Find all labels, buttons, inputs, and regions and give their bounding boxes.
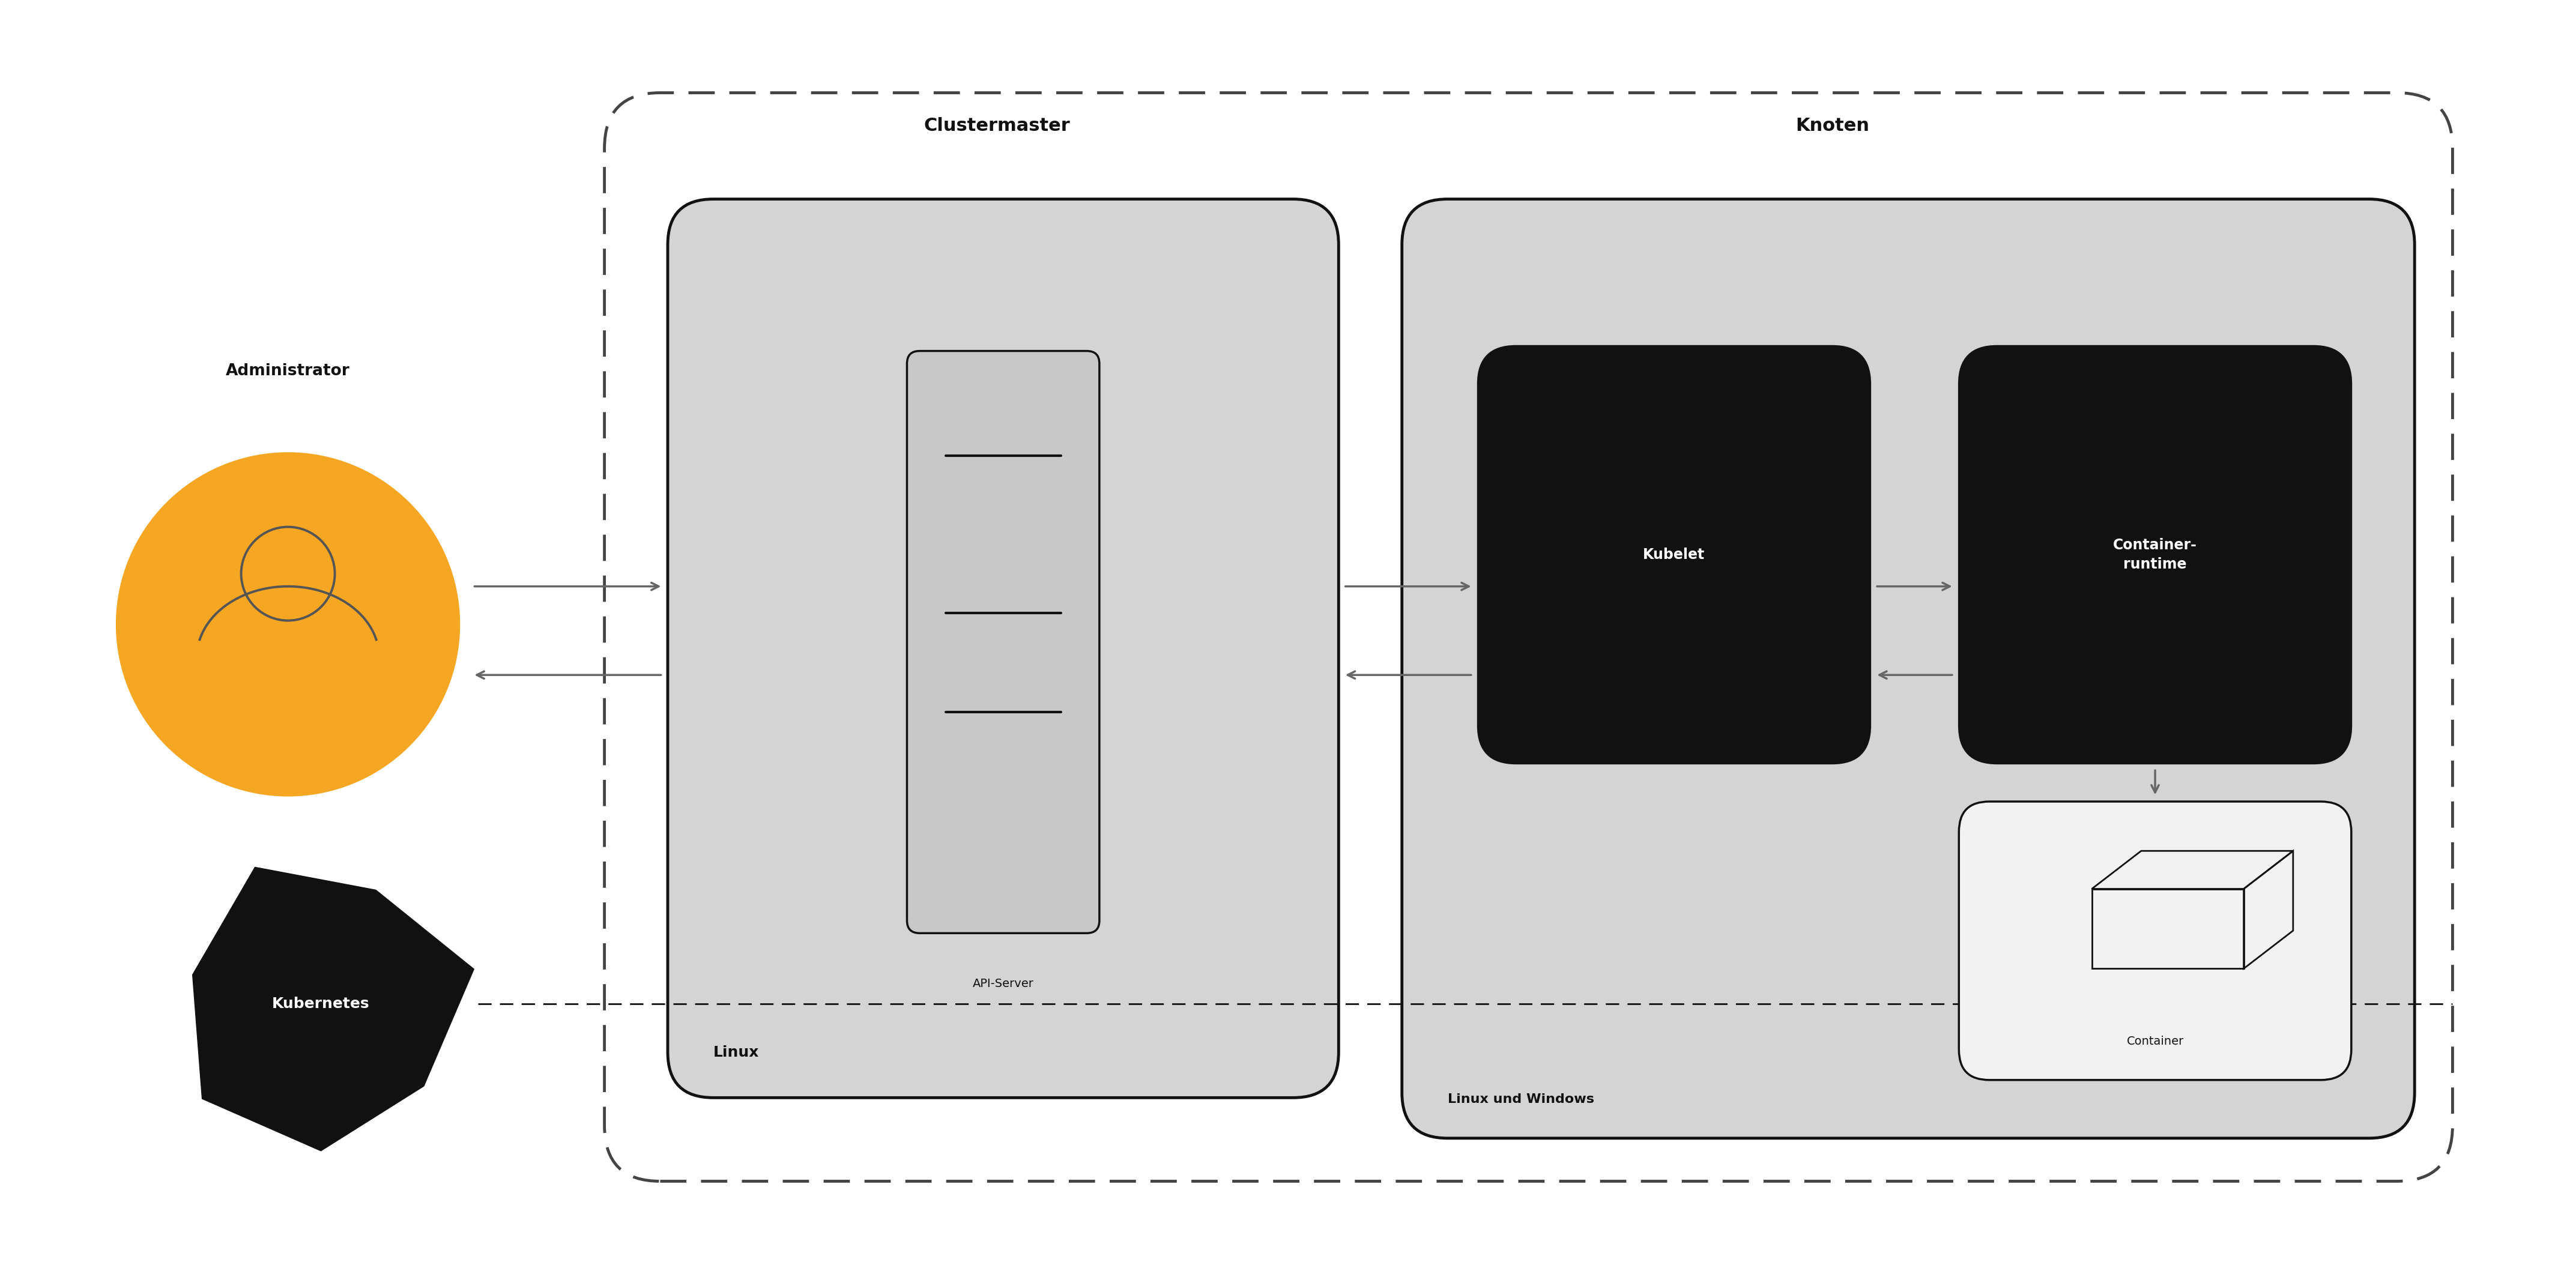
Text: Linux und Windows: Linux und Windows (1448, 1093, 1595, 1106)
Text: Kubelet: Kubelet (1643, 548, 1705, 562)
FancyBboxPatch shape (1401, 199, 2414, 1138)
Polygon shape (193, 868, 474, 1150)
Text: Administrator: Administrator (227, 363, 350, 380)
FancyBboxPatch shape (1479, 347, 1870, 763)
FancyBboxPatch shape (1958, 801, 2352, 1080)
FancyBboxPatch shape (667, 199, 1340, 1098)
FancyBboxPatch shape (1958, 347, 2352, 763)
Text: Knoten: Knoten (1795, 117, 1870, 134)
Text: Kubernetes: Kubernetes (273, 996, 371, 1012)
Circle shape (116, 452, 461, 796)
Text: Clustermaster: Clustermaster (925, 117, 1069, 134)
Text: Linux: Linux (714, 1046, 760, 1060)
Text: Container-
runtime: Container- runtime (2112, 538, 2197, 572)
Text: API-Server: API-Server (974, 978, 1033, 990)
FancyBboxPatch shape (907, 350, 1100, 933)
Text: Container: Container (2128, 1036, 2184, 1047)
